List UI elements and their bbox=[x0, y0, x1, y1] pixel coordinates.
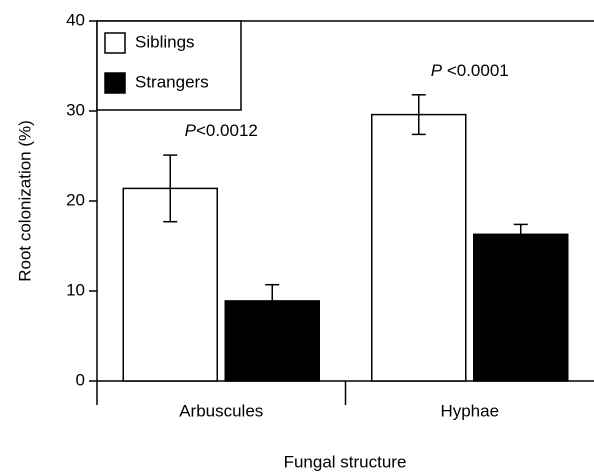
y-tick-label: 0 bbox=[76, 370, 85, 389]
y-axis-label: Root colonization (%) bbox=[15, 120, 34, 282]
legend-swatch bbox=[104, 72, 126, 94]
annotation: P<0.0012 bbox=[185, 122, 258, 141]
error-bar bbox=[513, 223, 528, 245]
error-bar bbox=[265, 283, 280, 318]
annotation: P <0.0001 bbox=[431, 61, 509, 80]
annotation-part: P bbox=[431, 61, 443, 80]
x-axis-label: Fungal structure bbox=[284, 452, 407, 471]
y-tick-label: 10 bbox=[66, 280, 85, 299]
bar bbox=[224, 300, 320, 382]
bar bbox=[473, 233, 569, 382]
x-tick-label: Hyphae bbox=[440, 401, 499, 420]
legend-label: Siblings bbox=[135, 32, 195, 51]
legend-label: Strangers bbox=[135, 72, 209, 91]
y-tick-label: 30 bbox=[66, 100, 85, 119]
bar bbox=[371, 113, 467, 382]
legend: Siblings Strangers bbox=[96, 20, 242, 111]
annotation-part: <0.0012 bbox=[196, 122, 258, 141]
error-bar bbox=[411, 94, 426, 136]
y-tick-label: 40 bbox=[66, 10, 85, 29]
error-bar bbox=[163, 154, 178, 223]
annotation-part: P bbox=[185, 122, 197, 141]
annotation-part: <0.0001 bbox=[442, 61, 509, 80]
y-tick-label: 20 bbox=[66, 190, 85, 209]
x-tick-label: Arbuscules bbox=[179, 401, 263, 420]
legend-swatch bbox=[104, 32, 126, 54]
